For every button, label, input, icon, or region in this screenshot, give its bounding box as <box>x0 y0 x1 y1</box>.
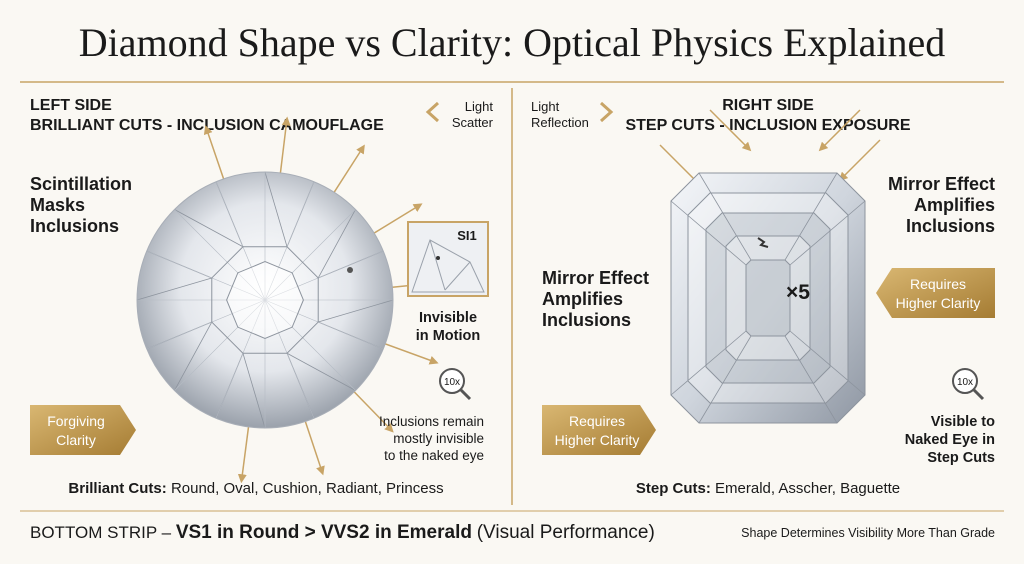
inset-box <box>407 221 489 297</box>
facet <box>317 209 356 279</box>
strip-suffix: (Visual Performance) <box>477 522 655 543</box>
arrow-label: Scatter <box>452 115 494 130</box>
inset-caption: in Motion <box>416 328 480 344</box>
inclusion <box>347 267 353 273</box>
step-facet <box>725 235 811 361</box>
light-ray <box>237 416 251 484</box>
light-ray <box>375 339 439 365</box>
facet <box>698 335 752 424</box>
badge-label: Requires <box>910 276 966 292</box>
table <box>226 261 304 339</box>
cuts-list: Round, Oval, Cushion, Radiant, Princess <box>171 480 444 497</box>
star <box>211 246 319 354</box>
cuts-label: Step Cuts: <box>636 480 711 497</box>
light-ray <box>278 116 291 183</box>
facet <box>670 200 747 266</box>
tagline: Shape Determines Visibility More Than Gr… <box>741 526 995 540</box>
badge <box>30 405 136 455</box>
step-facet <box>705 212 831 384</box>
callout: Inclusions <box>906 216 995 236</box>
light-ray <box>346 384 394 433</box>
badge-label: Forgiving <box>47 413 105 429</box>
note: Step Cuts <box>927 450 995 466</box>
inset-caption: Invisible <box>419 310 477 326</box>
light-ray <box>818 109 861 152</box>
callout: Inclusions <box>542 310 631 330</box>
callout: Amplifies <box>542 289 623 309</box>
callout: Mirror Effect <box>888 174 995 194</box>
facet <box>318 299 394 323</box>
badge <box>542 405 656 455</box>
note: Naked Eye in <box>905 432 995 448</box>
reflection-chevron <box>599 101 614 123</box>
callout: Amplifies <box>914 195 995 215</box>
strip-highlight: VS1 in Round > VVS2 in Emerald <box>176 522 472 543</box>
callout: Inclusions <box>30 216 119 236</box>
magnifier-label: 10x <box>444 377 460 388</box>
bottom-strip: BOTTOM STRIP – VS1 in Round > VVS2 in Em… <box>30 522 655 543</box>
facet <box>174 321 213 391</box>
strip-label: BOTTOM STRIP – <box>30 523 172 542</box>
facet <box>242 353 266 429</box>
light-ray <box>709 109 752 152</box>
light-ray <box>301 411 325 476</box>
badge-label: Requires <box>569 413 625 429</box>
badge <box>876 268 995 318</box>
multiplier: ×5 <box>786 281 810 304</box>
light-ray <box>365 203 423 239</box>
note: Inclusions remain <box>379 414 484 429</box>
inset-facets <box>411 239 485 293</box>
facet <box>784 335 838 424</box>
badge-label: Higher Clarity <box>555 432 640 448</box>
note: to the naked eye <box>384 448 484 463</box>
cuts-line: Brilliant Cuts: Round, Oval, Cushion, Ra… <box>68 480 443 497</box>
step-facet <box>687 192 849 404</box>
facet <box>286 352 356 391</box>
note: Visible to <box>931 414 995 430</box>
magnifier <box>439 368 465 394</box>
magnifier-handle <box>972 388 985 401</box>
inset-grade: SI1 <box>457 228 477 243</box>
facet <box>174 209 244 248</box>
page-title: Diamond Shape vs Clarity: Optical Physic… <box>79 20 946 65</box>
facet <box>789 200 866 266</box>
callout: Mirror Effect <box>542 268 649 288</box>
emerald-diamond <box>659 109 881 424</box>
facet <box>136 277 212 301</box>
badge-label: Clarity <box>56 432 96 448</box>
light-ray <box>328 144 365 202</box>
magnifier <box>952 368 978 394</box>
magnifier-label: 10x <box>957 377 973 388</box>
arrow-label: Light <box>465 99 494 114</box>
note: mostly invisible <box>393 431 484 446</box>
cuts-label: Brilliant Cuts: <box>68 480 166 497</box>
cuts-list: Emerald, Asscher, Baguette <box>715 480 900 497</box>
step-facet <box>745 259 791 337</box>
left-side-label: LEFT SIDE <box>30 97 112 114</box>
badge-label: Higher Clarity <box>896 295 981 311</box>
inclusion <box>436 256 440 260</box>
light-ray <box>203 125 228 189</box>
callout: Masks <box>30 195 85 215</box>
facet <box>698 172 752 261</box>
facet <box>784 172 838 261</box>
facet <box>670 330 747 396</box>
callout: Scintillation <box>30 174 132 194</box>
arrow-label: Light <box>531 99 560 114</box>
round-diamond <box>136 116 449 484</box>
scatter-chevron <box>425 101 440 123</box>
light-ray <box>838 139 881 182</box>
magnifier-handle <box>459 388 472 401</box>
inclusion <box>757 237 769 248</box>
cuts-line: Step Cuts: Emerald, Asscher, Baguette <box>636 480 900 497</box>
facet <box>264 171 288 247</box>
arrow-label: Reflection <box>531 115 589 130</box>
right-side-label: RIGHT SIDE <box>722 97 814 114</box>
facet <box>789 330 866 396</box>
right-heading: STEP CUTS - INCLUSION EXPOSURE <box>625 117 910 134</box>
